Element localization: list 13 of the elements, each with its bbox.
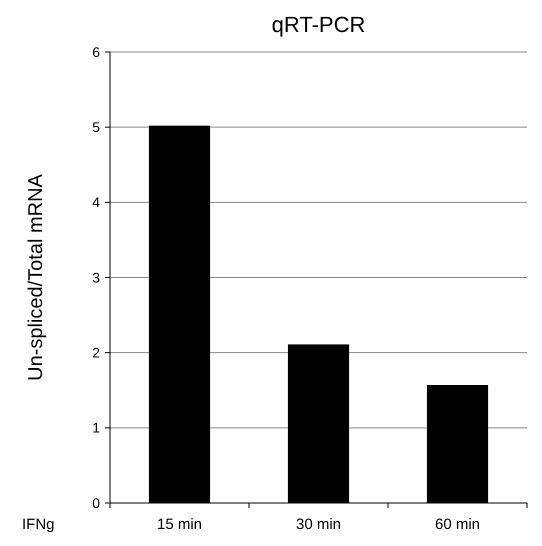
y-tick-label: 0: [92, 494, 100, 511]
x-tick-label: 60 min: [434, 516, 480, 533]
y-tick-label: 4: [92, 194, 100, 210]
y-tick-label: 5: [92, 119, 100, 136]
y-tick-label: 6: [92, 44, 100, 60]
y-axis-title: Un-spliced/Total mRNA: [25, 173, 47, 381]
y-tick-label: 2: [92, 344, 100, 361]
x-axis-title: IFNg: [22, 516, 55, 533]
chart-title: qRT-PCR: [272, 12, 366, 37]
x-tick-label: 15 min: [156, 516, 202, 533]
y-tick-label: 1: [92, 420, 100, 436]
x-tick-label: 30 min: [296, 516, 342, 533]
y-tick-label: 3: [92, 269, 100, 286]
